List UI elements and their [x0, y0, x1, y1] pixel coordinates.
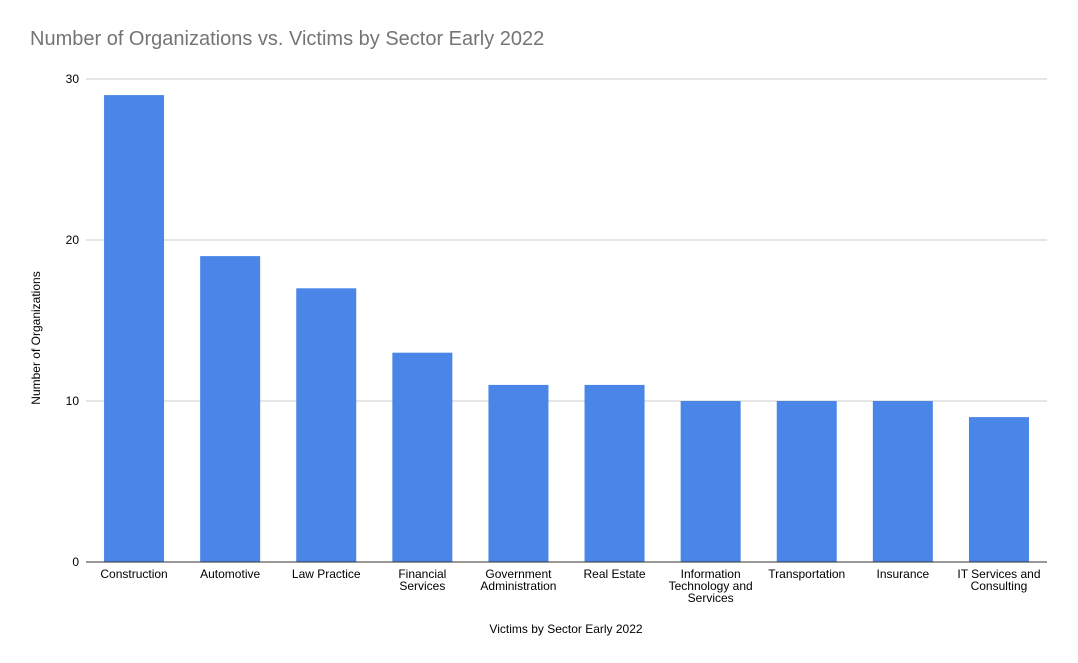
chart-title: Number of Organizations vs. Victims by S…	[30, 28, 545, 50]
bar	[968, 417, 1029, 562]
bar	[392, 352, 453, 562]
x-tick-label: Law Practice	[292, 567, 361, 581]
y-tick-label: 30	[66, 72, 80, 86]
x-tick-label: Construction	[100, 567, 167, 581]
bar	[680, 401, 741, 562]
x-tick-label: IT Services and Consulting	[957, 567, 1040, 593]
x-tick-label: Transportation	[768, 567, 845, 581]
x-tick-label: Real Estate	[584, 567, 646, 581]
y-axis-label: Number of Organizations	[29, 271, 43, 405]
bar	[200, 256, 261, 562]
y-tick-label: 10	[66, 394, 80, 408]
y-tick-label: 0	[72, 555, 79, 569]
bar	[584, 384, 645, 562]
x-tick-label: Government Administration	[480, 567, 556, 593]
x-tick-label: Information Technology and Services	[669, 567, 753, 605]
y-tick-label: 20	[66, 233, 80, 247]
x-tick-label: Financial Services	[398, 567, 446, 593]
bar	[872, 401, 933, 562]
x-tick-label: Insurance	[876, 567, 929, 581]
bar	[776, 401, 837, 562]
bar	[296, 288, 357, 562]
bar	[488, 384, 549, 562]
x-tick-label: Automotive	[200, 567, 260, 581]
x-axis-label: Victims by Sector Early 2022	[489, 622, 643, 636]
bar	[104, 95, 165, 562]
